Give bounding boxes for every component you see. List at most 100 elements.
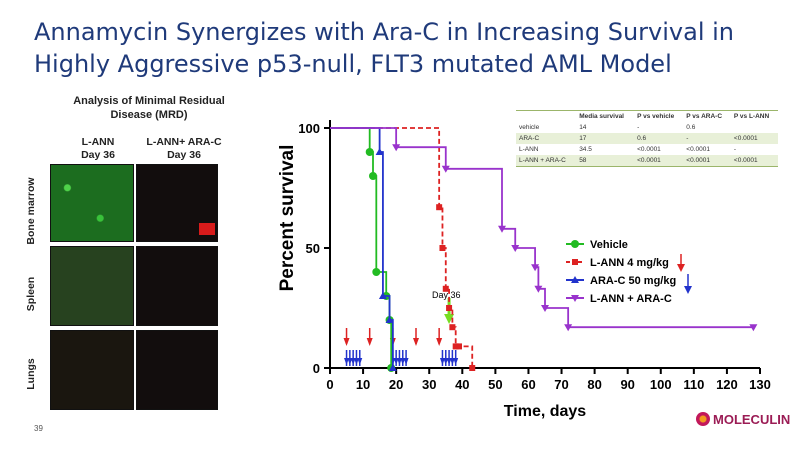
- data-point-0: [369, 172, 377, 180]
- table-cell: <0.0001: [730, 133, 778, 144]
- table-header: Media survival: [576, 110, 635, 122]
- mrd-col-lann-line1: L-ANN: [81, 136, 115, 148]
- lann-dose-arrowhead: [343, 338, 350, 346]
- data-point-3: [441, 165, 450, 173]
- red-signal-spot: [199, 223, 215, 235]
- mrd-col-combo-line2: Day 36: [167, 149, 201, 161]
- table-cell: 0.6: [634, 133, 684, 144]
- legend-label: Vehicle: [590, 239, 628, 251]
- table-header: [516, 110, 577, 122]
- legend-red-arrowhead: [677, 264, 685, 272]
- table-header-row: Media survival P vs vehicle P vs ARA-C P…: [516, 110, 778, 122]
- logo-icon: [696, 412, 710, 426]
- data-point-1: [456, 343, 462, 350]
- table-cell: <0.0001: [683, 155, 731, 167]
- table-cell: <0.0001: [686, 146, 710, 153]
- table-cell: <0.0001: [730, 155, 778, 167]
- table-row: vehicle 14 - 0.6: [516, 122, 778, 133]
- x-tick-label: 100: [650, 377, 672, 392]
- data-point-1: [442, 285, 449, 292]
- legend-marker: [572, 259, 578, 265]
- x-tick-label: 60: [521, 377, 535, 392]
- x-tick-label: 40: [455, 377, 469, 392]
- lann-dose-arrowhead: [413, 338, 419, 346]
- mrd-heading-line2: Disease (MRD): [110, 109, 188, 121]
- x-tick-label: 90: [620, 377, 634, 392]
- legend-label: L-ANN + ARA-C: [590, 293, 672, 305]
- data-point-1: [446, 305, 453, 311]
- legend-label: ARA-C 50 mg/kg: [590, 275, 676, 287]
- table-cell: ARA-C: [516, 133, 577, 144]
- ara-c-dose-arrowhead: [453, 358, 459, 365]
- table-header: P vs ARA-C: [683, 110, 731, 122]
- x-tick-label: 80: [587, 377, 601, 392]
- x-tick-label: 0: [326, 377, 333, 392]
- table-cell: 34.5: [579, 146, 592, 153]
- ara-c-dose-arrowhead: [393, 358, 399, 365]
- ara-c-dose-arrowhead: [350, 358, 356, 365]
- data-point-3: [511, 245, 520, 252]
- data-point-2: [375, 148, 384, 155]
- x-ticks: 0 10 20 30 40 50 60 70 80 90 100 110 120 130: [326, 368, 771, 392]
- day36-arrowhead: [444, 314, 455, 324]
- data-point-1: [452, 343, 459, 350]
- slide-title-line2: Highly Aggressive p53-null, FLT3 mutated…: [34, 50, 672, 78]
- series-line-2: [330, 127, 394, 368]
- x-tick-label: 20: [389, 377, 403, 392]
- dosing-markers: [343, 298, 459, 366]
- data-point-1: [436, 204, 443, 211]
- data-point-1: [469, 365, 476, 371]
- ara-c-dose-arrowhead: [344, 358, 350, 365]
- ara-c-dose-arrowhead: [396, 358, 402, 365]
- data-point-2: [385, 316, 394, 323]
- ara-c-dose-arrowhead: [357, 358, 363, 365]
- ara-c-dose-arrowhead: [347, 358, 353, 365]
- data-point-0: [365, 148, 374, 156]
- data-point-3: [541, 305, 549, 312]
- slide-title: Annamycin Synergizes with Ara-C in Incre…: [34, 16, 774, 80]
- table-cell: [731, 122, 778, 133]
- ara-c-dose-arrowhead: [400, 358, 406, 365]
- day36-annotation: Day 36: [432, 290, 461, 300]
- x-tick-label: 30: [422, 377, 436, 392]
- data-point-0: [372, 268, 381, 276]
- ara-c-dose-arrowhead: [439, 358, 445, 365]
- x-tick-label: 70: [554, 377, 568, 392]
- table-row: L-ANN + ARA-C 58 <0.0001 <0.0001 <0.0001: [516, 155, 778, 167]
- legend-label: L-ANN 4 mg/kg: [590, 257, 669, 269]
- table-cell: 14: [579, 124, 587, 131]
- legend-marker: [571, 295, 579, 302]
- x-tick-label: 130: [749, 377, 771, 392]
- mrd-col-combo-line1: L-ANN+ ARA-C: [146, 136, 222, 148]
- x-tick-label: 120: [716, 377, 738, 392]
- data-point-2: [388, 364, 397, 371]
- legend-marker: [571, 240, 579, 248]
- table-cell: 0.6: [686, 124, 696, 131]
- mrd-heading-line1: Analysis of Minimal Residual: [73, 95, 225, 107]
- data-point-3: [498, 225, 506, 233]
- table-row: L-ANN 34.5 <0.0001 <0.0001 -: [516, 144, 778, 155]
- lann-dose-arrowhead: [366, 338, 373, 346]
- legend: Vehicle L-ANN 4 mg/kg ARA-C 50 mg/kg L-ANN …: [566, 239, 692, 305]
- legend-blue-arrowhead: [684, 286, 692, 294]
- micrograph-spleen-combo: [136, 246, 218, 326]
- data-point-2: [378, 292, 387, 299]
- table-cell: <0.0001: [634, 155, 684, 167]
- ara-c-dose-arrowhead: [353, 358, 359, 365]
- table-cell: -: [683, 133, 731, 144]
- table-cell: -: [637, 124, 640, 131]
- x-tick-label: 50: [488, 377, 502, 392]
- data-point-3: [531, 264, 540, 272]
- table-cell: <0.0001: [637, 146, 661, 153]
- table-cell: 17: [576, 133, 635, 144]
- survival-stats-table: Media survival P vs vehicle P vs ARA-C P…: [516, 110, 778, 167]
- company-logo: MOLECULIN: [696, 412, 790, 427]
- ara-c-dose-arrowhead: [449, 358, 455, 365]
- micrograph-bone-marrow-lann: [50, 164, 134, 242]
- data-point-3: [749, 324, 758, 332]
- ara-c-dose-arrowhead: [446, 358, 452, 365]
- micrograph-lungs-combo: [136, 330, 218, 410]
- table-header: P vs L-ANN: [730, 110, 778, 122]
- table-cell: L-ANN + ARA-C: [516, 155, 577, 167]
- y-tick-label: 0: [313, 361, 320, 376]
